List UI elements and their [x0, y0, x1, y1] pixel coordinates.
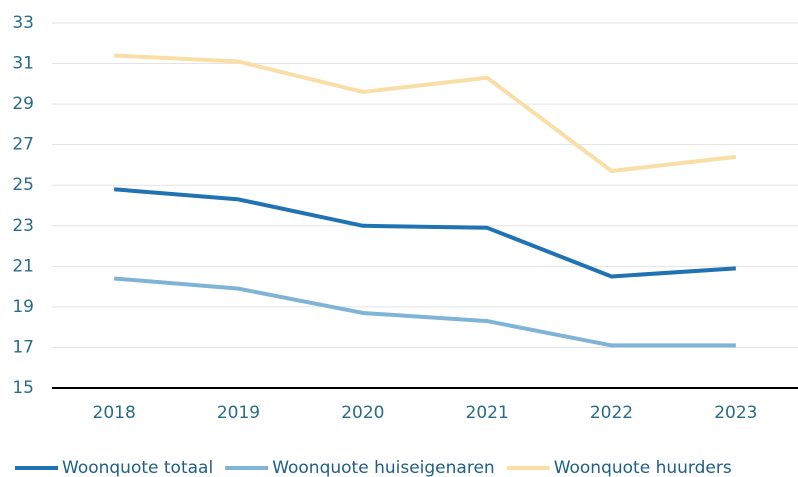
y-tick-label: 23 [12, 216, 34, 236]
x-tick-label: 2020 [341, 403, 384, 423]
y-tick-label: 15 [12, 378, 34, 398]
legend-label: Woonquote huurders [554, 458, 732, 477]
y-tick-label: 27 [12, 135, 34, 155]
x-tick-label: 2019 [217, 403, 260, 423]
y-tick-label: 19 [12, 297, 34, 317]
y-tick-label: 25 [12, 175, 34, 195]
x-tick-label: 2018 [93, 403, 136, 423]
x-tick-label: 2023 [714, 403, 757, 423]
y-tick-label: 31 [12, 54, 34, 74]
y-tick-label: 29 [12, 94, 34, 114]
x-tick-label: 2021 [466, 403, 509, 423]
y-tick-label: 17 [12, 337, 34, 357]
y-tick-label: 21 [12, 256, 34, 276]
series-line [114, 53, 737, 174]
legend-label: Woonquote huiseigenaren [272, 458, 495, 477]
y-tick-label: 33 [12, 13, 34, 33]
series-line [114, 187, 736, 279]
series-line [114, 276, 736, 348]
x-tick-label: 2022 [590, 403, 633, 423]
legend-label: Woonquote totaal [62, 458, 213, 477]
